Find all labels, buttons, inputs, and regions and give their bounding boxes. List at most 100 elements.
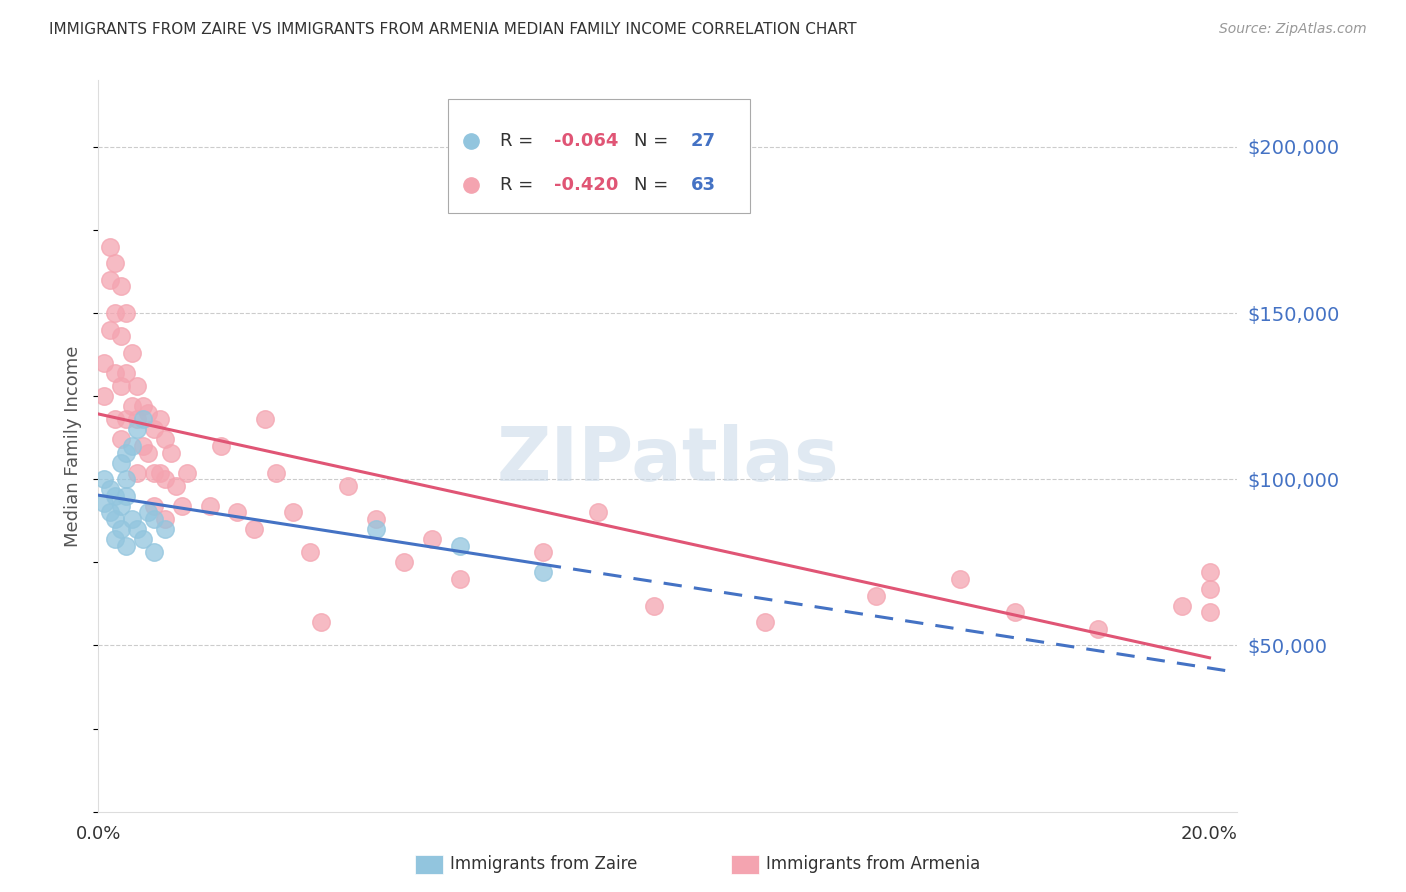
Point <box>115 366 138 380</box>
Point <box>115 539 138 553</box>
Point <box>153 433 176 447</box>
Point <box>104 366 127 380</box>
Point <box>110 433 132 447</box>
Point <box>127 466 149 480</box>
Text: N =: N = <box>634 176 673 194</box>
Point <box>115 412 138 426</box>
Point <box>865 589 887 603</box>
Text: 63: 63 <box>690 176 716 194</box>
Point <box>309 615 332 630</box>
Point <box>281 506 304 520</box>
Point <box>110 379 132 393</box>
Point <box>366 512 388 526</box>
Point <box>98 239 121 253</box>
Point <box>1198 566 1220 580</box>
Point <box>110 456 132 470</box>
Point <box>104 489 127 503</box>
Text: -0.064: -0.064 <box>554 132 619 150</box>
Point <box>392 555 415 569</box>
Point <box>209 439 232 453</box>
Point <box>98 506 121 520</box>
Point <box>93 356 115 370</box>
Point <box>1170 599 1192 613</box>
Point <box>153 512 176 526</box>
Point <box>337 479 360 493</box>
Point <box>198 499 221 513</box>
Point <box>138 445 160 459</box>
Point <box>121 439 143 453</box>
Point <box>132 412 155 426</box>
Point <box>1198 605 1220 619</box>
Point <box>115 472 138 486</box>
Point <box>643 599 665 613</box>
Point <box>104 256 127 270</box>
Point <box>121 512 143 526</box>
Point <box>104 306 127 320</box>
Point <box>104 412 127 426</box>
Point <box>110 499 132 513</box>
Point <box>132 399 155 413</box>
Point <box>264 466 287 480</box>
Point <box>93 495 115 509</box>
Text: ZIPatlas: ZIPatlas <box>496 424 839 497</box>
Point <box>531 566 554 580</box>
Point <box>226 506 249 520</box>
Point <box>1198 582 1220 596</box>
Point <box>143 545 166 559</box>
Text: Immigrants from Armenia: Immigrants from Armenia <box>766 855 980 873</box>
Point <box>110 279 132 293</box>
Point <box>254 412 277 426</box>
Text: Source: ZipAtlas.com: Source: ZipAtlas.com <box>1219 22 1367 37</box>
Point <box>243 522 266 536</box>
Point <box>132 532 155 546</box>
Point <box>1004 605 1026 619</box>
Text: IMMIGRANTS FROM ZAIRE VS IMMIGRANTS FROM ARMENIA MEDIAN FAMILY INCOME CORRELATIO: IMMIGRANTS FROM ZAIRE VS IMMIGRANTS FROM… <box>49 22 856 37</box>
Point <box>98 482 121 496</box>
Point <box>176 466 198 480</box>
Point <box>148 466 170 480</box>
Point <box>104 532 127 546</box>
Point <box>98 273 121 287</box>
Point <box>165 479 187 493</box>
Point <box>127 422 149 436</box>
Text: Immigrants from Zaire: Immigrants from Zaire <box>450 855 637 873</box>
Text: 27: 27 <box>690 132 716 150</box>
Point <box>531 545 554 559</box>
Point <box>127 412 149 426</box>
Point <box>143 499 166 513</box>
Point <box>115 489 138 503</box>
Point <box>127 379 149 393</box>
Point <box>1087 622 1109 636</box>
Point <box>449 539 471 553</box>
Point <box>588 506 610 520</box>
Point <box>449 572 471 586</box>
Text: N =: N = <box>634 132 673 150</box>
Point <box>115 306 138 320</box>
Point <box>159 445 181 459</box>
Point <box>366 522 388 536</box>
Point <box>98 323 121 337</box>
Point <box>121 346 143 360</box>
Text: R =: R = <box>501 176 540 194</box>
Point <box>132 439 155 453</box>
Point <box>110 522 132 536</box>
Point <box>127 522 149 536</box>
Point <box>948 572 970 586</box>
Y-axis label: Median Family Income: Median Family Income <box>65 345 83 547</box>
Point <box>138 506 160 520</box>
Point <box>143 466 166 480</box>
Point <box>298 545 321 559</box>
Point <box>93 389 115 403</box>
Point <box>110 329 132 343</box>
Point <box>170 499 193 513</box>
Point <box>121 399 143 413</box>
Point <box>153 472 176 486</box>
Bar <box>449 99 749 213</box>
Point <box>153 522 176 536</box>
Point <box>143 512 166 526</box>
Text: -0.420: -0.420 <box>554 176 619 194</box>
Point <box>93 472 115 486</box>
Point <box>138 406 160 420</box>
Point <box>420 532 443 546</box>
Point <box>148 412 170 426</box>
